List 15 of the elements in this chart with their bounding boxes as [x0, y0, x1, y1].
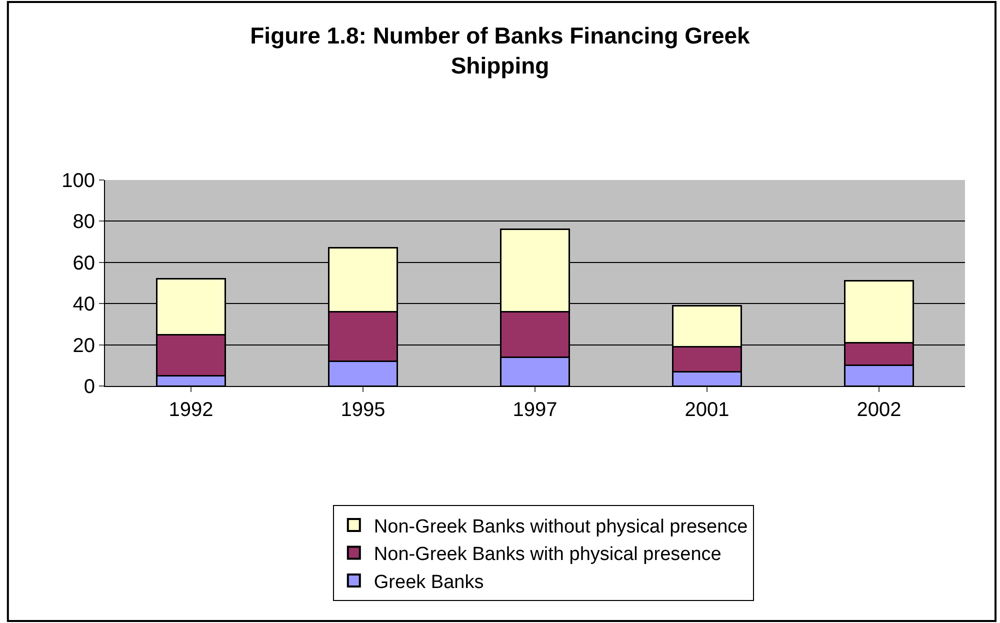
- y-tick-label: 0: [84, 376, 95, 398]
- y-tick-label: 80: [72, 211, 95, 234]
- x-tick-label: 1997: [512, 399, 558, 421]
- x-tick-label: 2001: [684, 399, 730, 421]
- chart-title: Figure 1.8: Number of Banks Financing Greek Shipping: [250, 22, 750, 79]
- y-tick-label: 60: [72, 252, 95, 274]
- x-tick-label: 1995: [340, 399, 386, 421]
- x-tick-label: 2002: [856, 399, 902, 421]
- legend-label: Non-Greek Banks without physical presence: [374, 516, 748, 538]
- y-tick-label: 20: [72, 334, 95, 357]
- y-tick-label: 100: [62, 170, 95, 192]
- y-tick-label: 40: [72, 294, 95, 316]
- legend-label: Greek Banks: [374, 572, 484, 593]
- legend-label: Non-Greek Banks with physical presence: [374, 544, 722, 566]
- x-tick-label: 1992: [168, 399, 214, 421]
